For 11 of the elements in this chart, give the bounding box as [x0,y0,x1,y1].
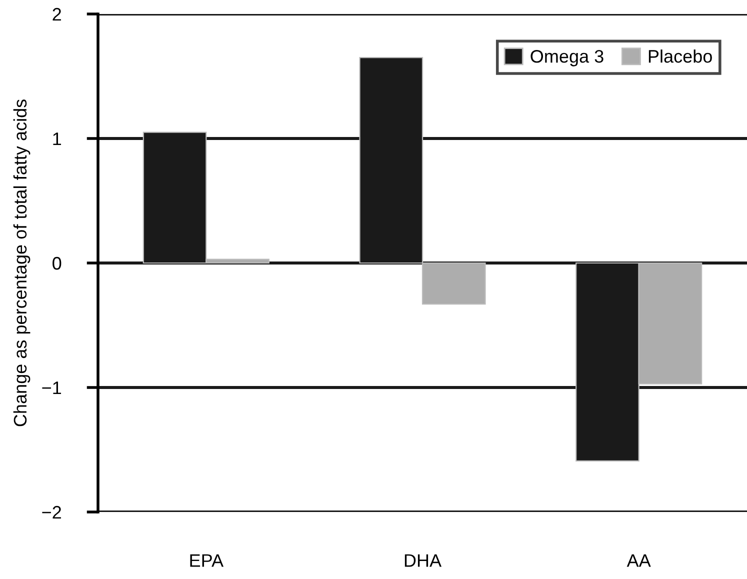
y-axis-title: Change as percentage of total fatty acids [13,100,30,426]
x-tick-label: EPA [190,554,224,567]
y-tick-label: 1 [53,132,62,146]
x-tick-label: DHA [404,554,442,567]
y-tick-label: 0 [52,256,62,270]
legend-label: Placebo [648,49,712,63]
y-tick-label: 2 [52,8,61,21]
y-tick-label: −1 [42,382,62,394]
y-tick-label: −2 [42,506,61,519]
legend-label: Omega 3 [530,50,604,66]
x-tick-label: AA [626,554,651,567]
